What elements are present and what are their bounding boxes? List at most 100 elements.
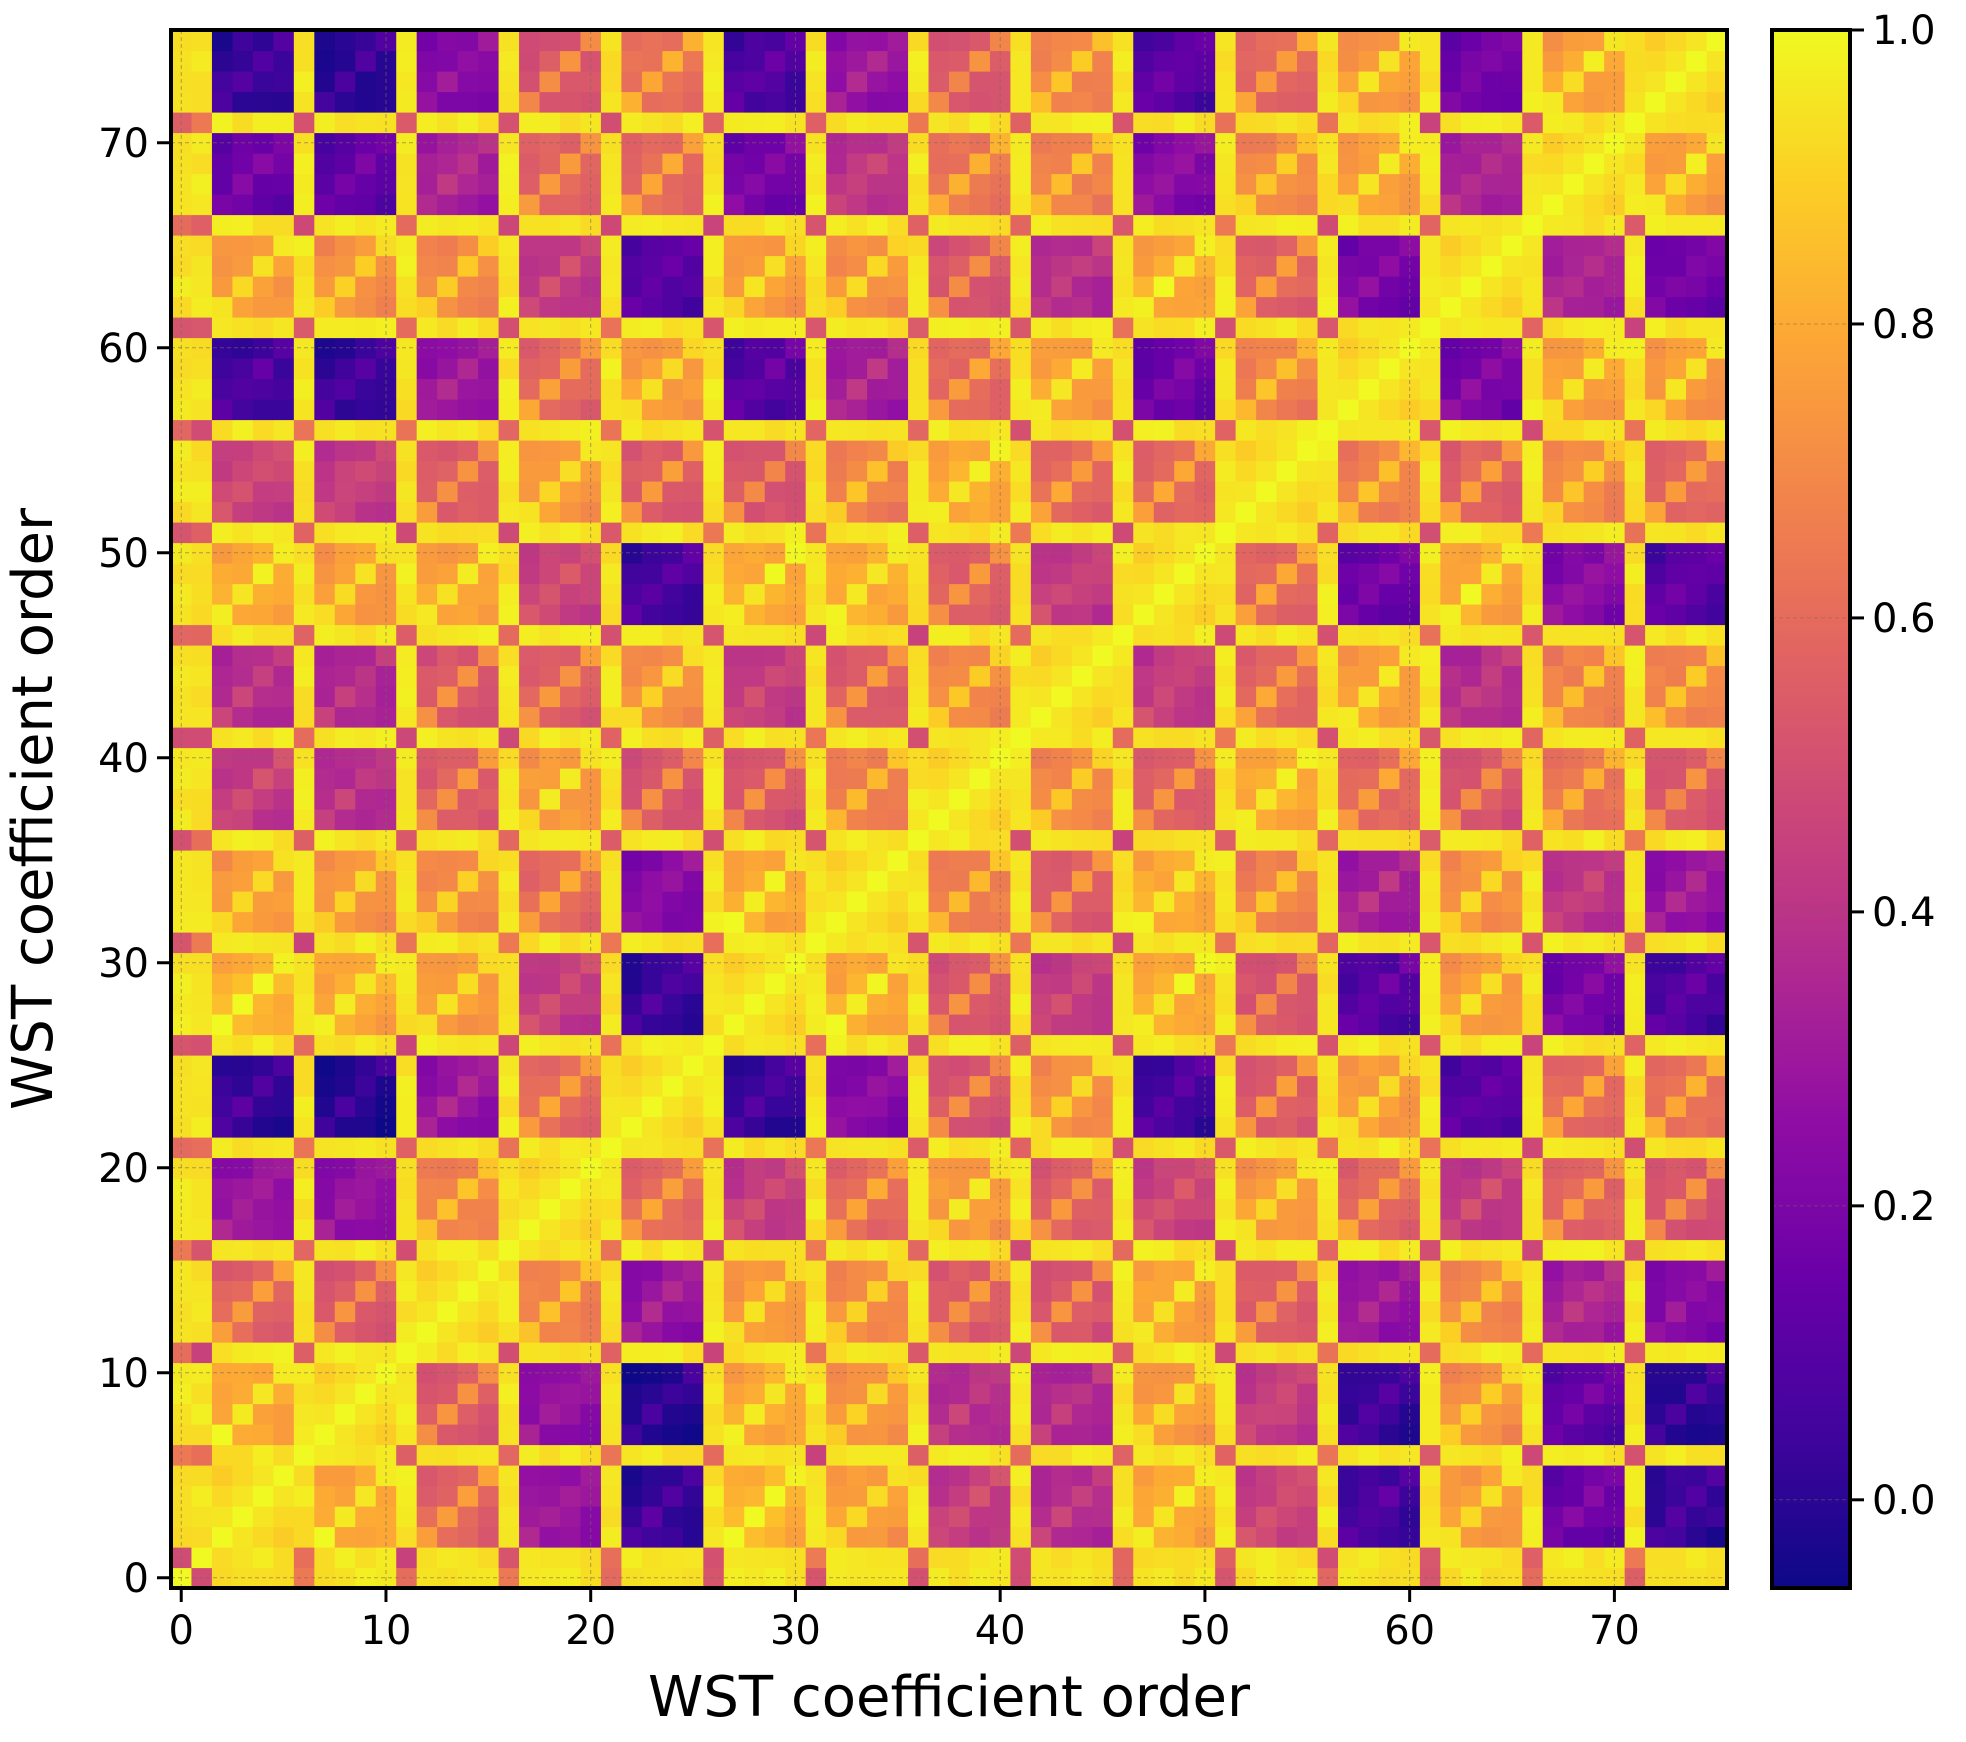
heatmap-cell: [1686, 829, 1708, 851]
heatmap-cell: [334, 829, 356, 851]
heatmap-cell: [621, 296, 643, 318]
heatmap-cell: [723, 788, 745, 810]
heatmap-cell: [1378, 665, 1401, 687]
heatmap-cell: [1174, 1465, 1196, 1487]
heatmap-cell: [416, 604, 438, 626]
heatmap-cell: [457, 1014, 479, 1036]
heatmap-cell: [1092, 1055, 1114, 1077]
heatmap-cell: [375, 563, 397, 585]
heatmap-cell: [1501, 1424, 1523, 1446]
heatmap-cell: [252, 317, 274, 339]
heatmap-cell: [1378, 1465, 1401, 1487]
heatmap-cell: [1235, 624, 1257, 646]
heatmap-cell: [457, 1301, 479, 1323]
heatmap-cell: [1133, 686, 1155, 708]
heatmap-cell: [1133, 1116, 1155, 1138]
heatmap-cell: [396, 460, 418, 482]
heatmap-cell: [1419, 891, 1441, 913]
heatmap-cell: [191, 686, 213, 708]
heatmap-cell: [1686, 317, 1708, 339]
heatmap-cell: [682, 993, 704, 1015]
heatmap-cell: [867, 296, 889, 318]
heatmap-cell: [723, 624, 745, 646]
heatmap-cell: [1051, 1342, 1073, 1364]
heatmap-cell: [1153, 1301, 1175, 1323]
heatmap-cell: [1378, 1116, 1401, 1138]
heatmap-cell: [498, 1096, 520, 1118]
heatmap-cell: [662, 1260, 684, 1282]
heatmap-cell: [191, 460, 213, 482]
heatmap-cell: [621, 952, 643, 974]
heatmap-cell: [314, 235, 336, 257]
heatmap-cell: [1706, 522, 1728, 544]
heatmap-cell: [416, 1055, 438, 1077]
heatmap-cell: [1235, 850, 1257, 872]
heatmap-cell: [1030, 296, 1052, 318]
heatmap-cell: [764, 1403, 786, 1425]
heatmap-cell: [1317, 1485, 1339, 1507]
heatmap-cell: [1624, 686, 1646, 708]
heatmap-cell: [560, 399, 582, 421]
heatmap-cell: [1665, 399, 1687, 421]
heatmap-cell: [1112, 706, 1134, 728]
heatmap-cell: [1501, 952, 1523, 974]
heatmap-cell: [1297, 235, 1319, 257]
heatmap-cell: [191, 809, 213, 831]
heatmap-cell: [396, 1239, 418, 1261]
heatmap-cell: [682, 911, 704, 933]
heatmap-cell: [928, 645, 950, 667]
heatmap-cell: [928, 932, 950, 954]
heatmap-cell: [1071, 1342, 1093, 1364]
heatmap-cell: [1133, 235, 1155, 257]
heatmap-cell: [211, 399, 234, 421]
heatmap-cell: [1133, 1342, 1155, 1364]
heatmap-cell: [396, 317, 418, 339]
heatmap-cell: [1276, 788, 1298, 810]
heatmap-cell: [1460, 727, 1482, 749]
heatmap-cell: [1378, 1280, 1401, 1302]
heatmap-cell: [1153, 501, 1175, 523]
heatmap-cell: [1686, 296, 1708, 318]
heatmap-cell: [1297, 1137, 1319, 1159]
heatmap-cell: [232, 460, 254, 482]
heatmap-cell: [416, 829, 438, 851]
heatmap-cell: [621, 1362, 643, 1384]
heatmap-cell: [293, 440, 315, 462]
heatmap-cell: [1460, 1362, 1482, 1384]
heatmap-cell: [1133, 1465, 1155, 1487]
heatmap-cell: [1051, 1178, 1073, 1200]
heatmap-cell: [1317, 481, 1339, 503]
heatmap-cell: [1706, 1116, 1728, 1138]
heatmap-cell: [805, 1383, 827, 1405]
heatmap-cell: [1624, 1280, 1646, 1302]
heatmap-cell: [600, 358, 623, 380]
heatmap-cell: [969, 337, 991, 359]
heatmap-cell: [621, 1178, 643, 1200]
heatmap-cell: [1030, 829, 1052, 851]
heatmap-cell: [621, 809, 643, 831]
heatmap-cell: [928, 1055, 950, 1077]
heatmap-cell: [1460, 665, 1482, 687]
heatmap-cell: [478, 1096, 500, 1118]
heatmap-cell: [723, 1321, 745, 1343]
heatmap-cell: [1706, 460, 1728, 482]
heatmap-cell: [1276, 358, 1298, 380]
heatmap-cell: [437, 768, 459, 790]
heatmap-cell: [1706, 1239, 1728, 1261]
heatmap-cell: [1215, 952, 1237, 974]
heatmap-cell: [1112, 419, 1134, 441]
heatmap-cell: [1399, 1096, 1421, 1118]
heatmap-cell: [232, 501, 254, 523]
heatmap-cell: [211, 1342, 234, 1364]
heatmap-cell: [560, 1301, 582, 1323]
heatmap-cell: [969, 1280, 991, 1302]
heatmap-cell: [867, 337, 889, 359]
heatmap-cell: [1419, 1424, 1441, 1446]
heatmap-cell: [662, 1403, 684, 1425]
heatmap-cell: [457, 1116, 479, 1138]
heatmap-cell: [314, 1465, 336, 1487]
heatmap-cell: [1256, 768, 1278, 790]
heatmap-cell: [949, 1034, 971, 1056]
heatmap-cell: [560, 850, 582, 872]
heatmap-cell: [805, 870, 827, 892]
